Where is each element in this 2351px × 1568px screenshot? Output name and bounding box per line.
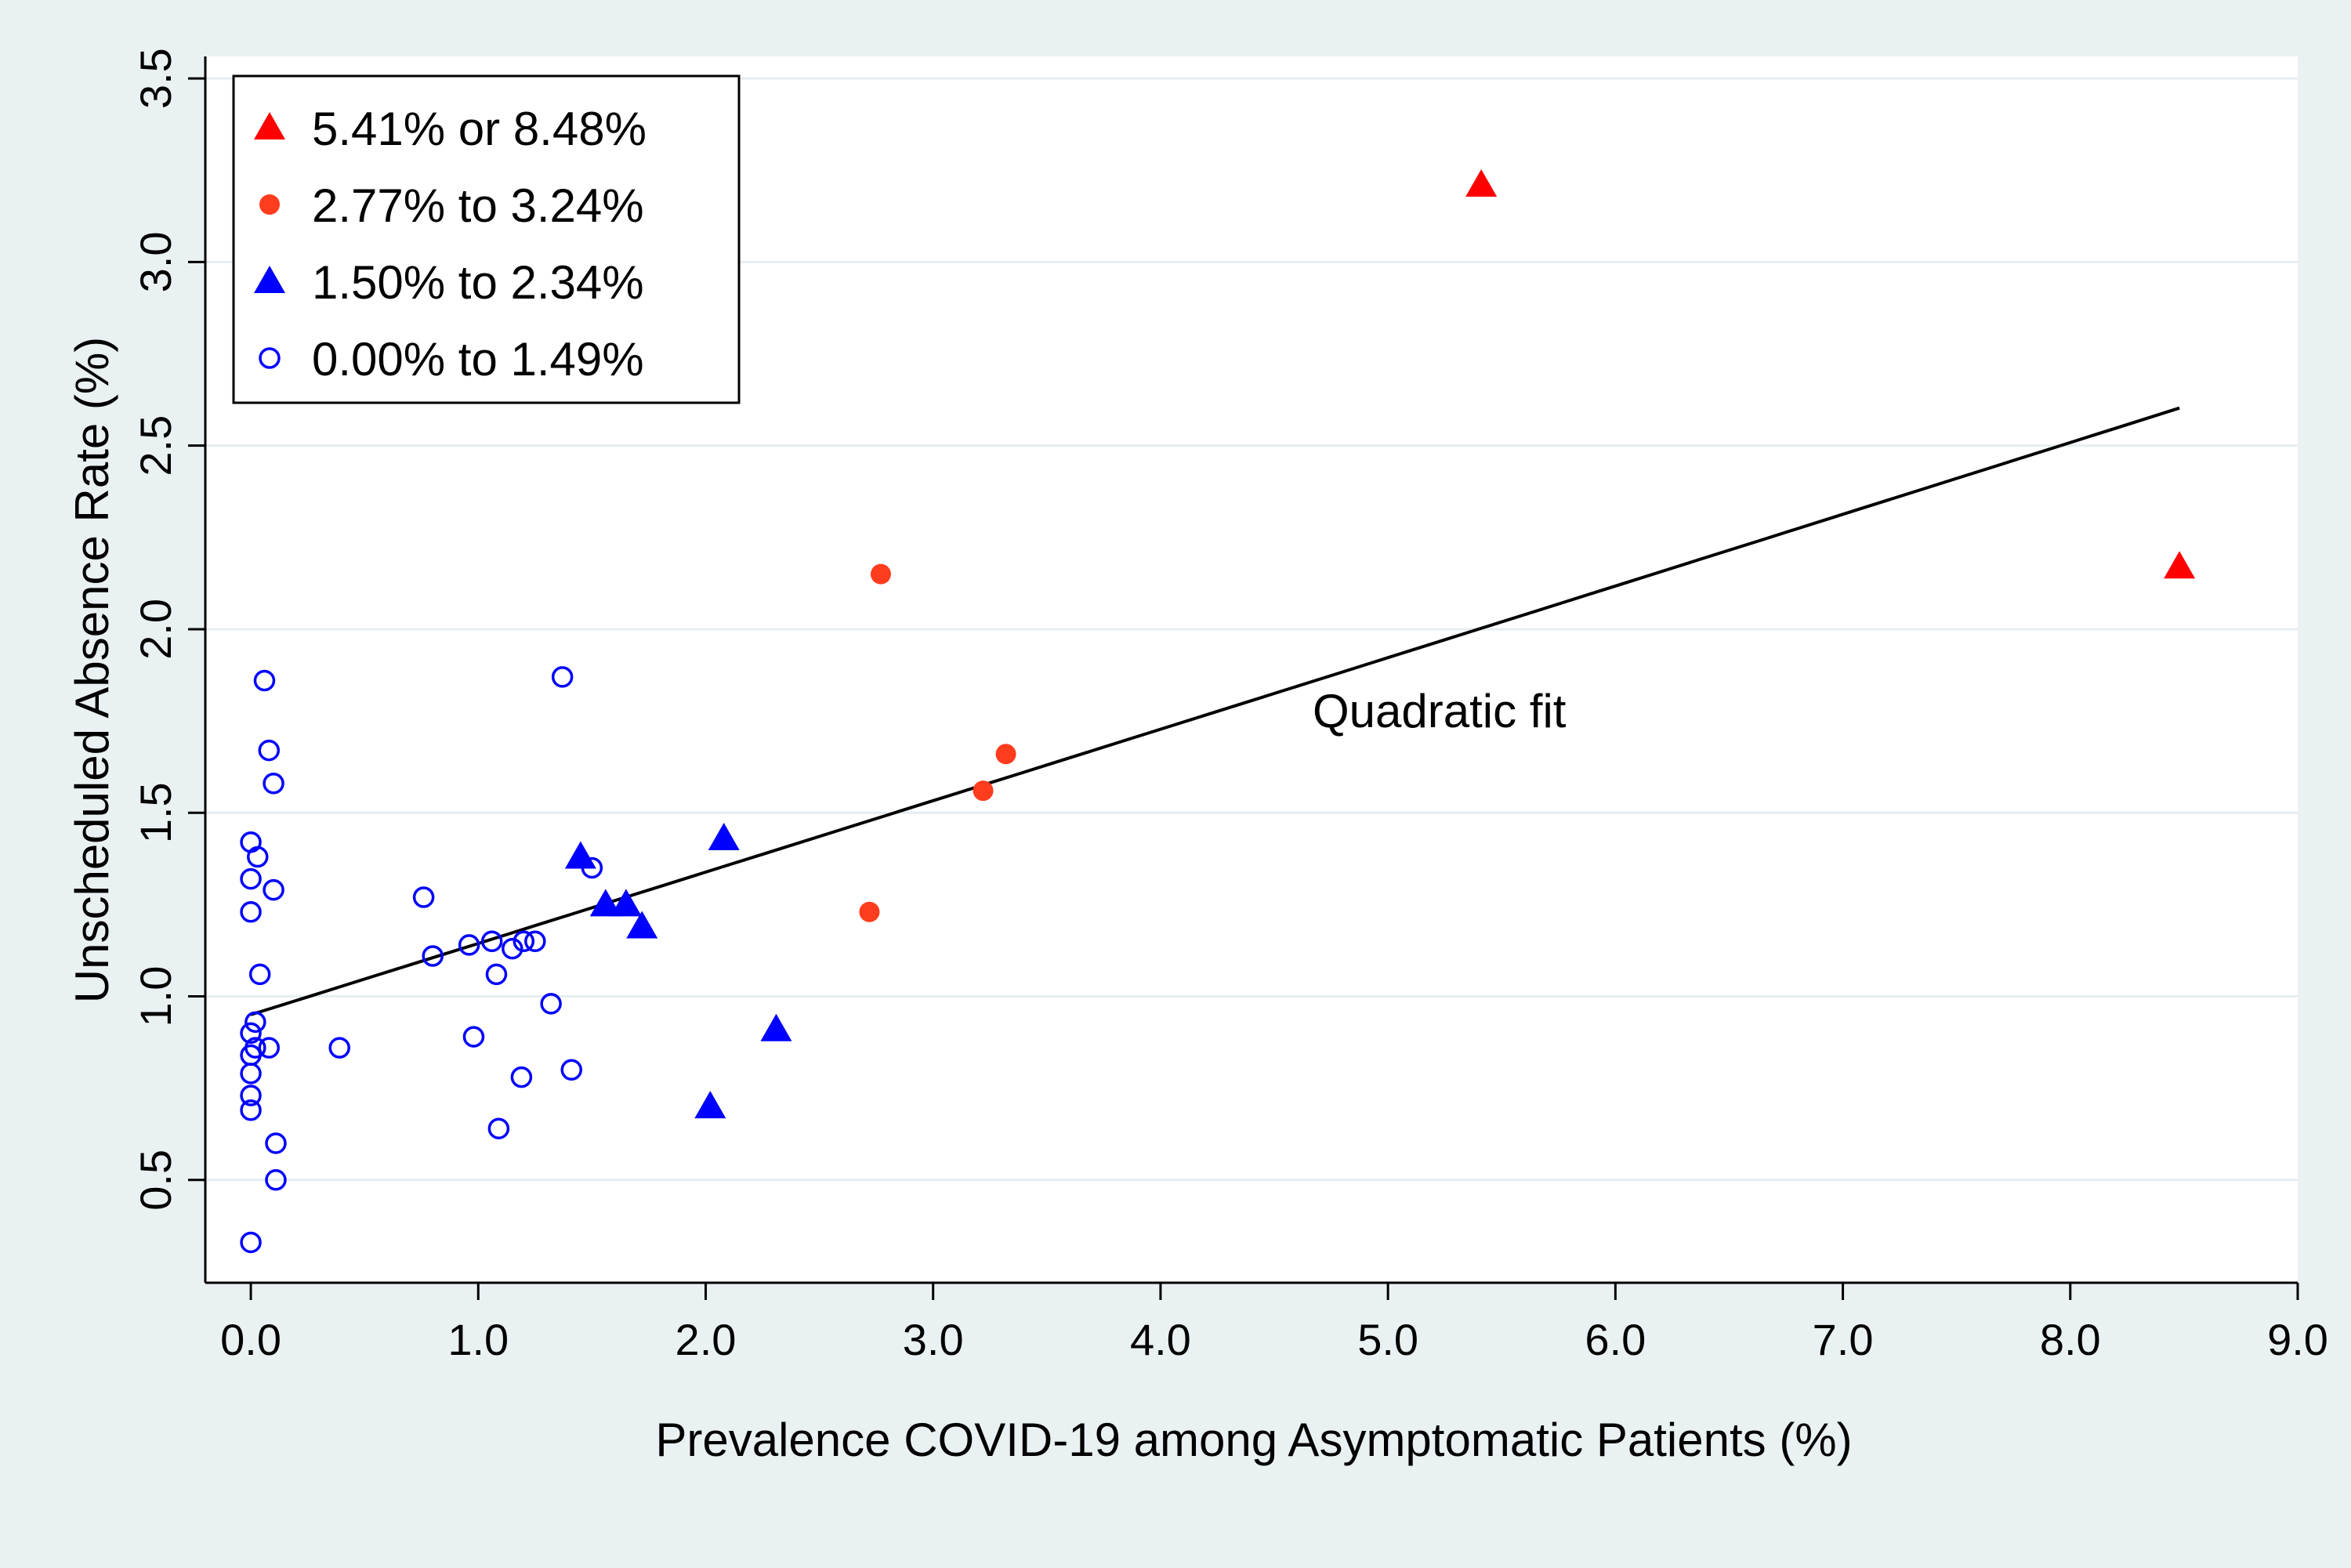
data-point <box>564 841 596 869</box>
x-tick-label: 7.0 <box>1813 1315 1874 1364</box>
data-points <box>240 168 2196 1254</box>
data-point <box>240 1063 262 1085</box>
data-point <box>240 1085 262 1106</box>
x-tick-label: 1.0 <box>447 1315 509 1364</box>
data-point <box>708 823 740 851</box>
y-tick-label: 1.5 <box>131 782 180 843</box>
data-point <box>551 666 574 688</box>
data-point <box>258 1037 281 1059</box>
y-tick-label: 2.5 <box>131 415 180 476</box>
data-point <box>245 1011 266 1034</box>
data-point <box>581 856 603 879</box>
data-point <box>510 1066 533 1088</box>
x-ticks: 0.0 1.0 2.0 3.0 4.0 5.0 6.0 7.0 8.0 9.0 <box>220 1283 2328 1364</box>
legend-label: 0.00% to 1.49% <box>312 333 644 386</box>
x-tick-label: 5.0 <box>1357 1315 1418 1364</box>
x-tick-label: 4.0 <box>1130 1315 1191 1364</box>
data-point <box>247 846 269 868</box>
y-tick-label: 3.5 <box>131 48 180 109</box>
data-point <box>253 669 276 692</box>
y-axis-label: Unscheduled Absence Rate (%) <box>66 337 118 1004</box>
legend-marker <box>259 347 281 369</box>
fit-label: Quadratic fit <box>1313 685 1567 737</box>
data-point <box>2164 551 2196 579</box>
data-point <box>240 1022 262 1045</box>
data-point <box>626 911 658 939</box>
data-point <box>513 930 535 952</box>
data-point <box>973 780 994 802</box>
fit-line-group <box>250 406 2180 1016</box>
y-tick-label: 3.0 <box>131 231 180 292</box>
x-tick-label: 2.0 <box>676 1315 737 1364</box>
data-point <box>248 963 271 986</box>
legend-box <box>232 74 741 404</box>
legend-marker <box>254 112 285 139</box>
data-point <box>412 886 435 908</box>
y-tick-label: 1.0 <box>131 966 180 1027</box>
data-point <box>560 1059 582 1081</box>
y-tick-label: 2.0 <box>131 599 180 660</box>
data-point <box>458 934 480 956</box>
data-point <box>870 563 891 585</box>
data-point <box>240 901 262 923</box>
data-point <box>422 945 444 967</box>
data-point <box>265 1132 287 1154</box>
data-point <box>240 1231 262 1254</box>
data-point <box>760 1013 792 1041</box>
x-tick-label: 3.0 <box>903 1315 964 1364</box>
x-tick-label: 0.0 <box>220 1315 281 1364</box>
data-point <box>480 930 503 952</box>
data-point <box>263 878 284 901</box>
data-point <box>859 901 880 922</box>
data-point <box>610 889 642 917</box>
legend-marker <box>259 194 280 215</box>
y-tick-label: 0.5 <box>131 1150 180 1211</box>
data-point <box>485 963 508 986</box>
data-point <box>258 739 281 762</box>
data-point <box>995 744 1016 765</box>
x-tick-label: 8.0 <box>2040 1315 2101 1364</box>
data-point <box>265 1169 287 1191</box>
data-point <box>462 1026 485 1048</box>
x-tick-label: 9.0 <box>2267 1315 2328 1364</box>
legend-label: 2.77% to 3.24% <box>312 179 644 232</box>
data-point <box>540 993 562 1015</box>
legend-label: 1.50% to 2.34% <box>312 256 644 309</box>
data-point <box>240 1099 262 1121</box>
legend: 5.41% or 8.48% 2.77% to 3.24% 1.50% to 2.3… <box>232 74 741 404</box>
data-point <box>328 1037 350 1059</box>
legend-marker <box>254 266 285 293</box>
data-point <box>502 937 523 960</box>
data-point <box>694 1091 726 1119</box>
data-point <box>263 773 284 795</box>
data-point <box>487 1117 510 1139</box>
data-point <box>524 930 546 952</box>
x-axis-label: Prevalence COVID-19 among Asymptomatic P… <box>655 1414 1852 1466</box>
data-point <box>240 867 262 890</box>
quadratic-fit-line <box>250 406 2180 1016</box>
x-tick-label: 6.0 <box>1585 1315 1646 1364</box>
data-point <box>1465 168 1498 197</box>
y-ticks: 0.5 1.0 1.5 2.0 2.5 3.0 3.5 <box>131 48 205 1211</box>
data-point <box>589 889 621 917</box>
legend-label: 5.41% or 8.48% <box>312 103 647 155</box>
axes <box>204 56 2298 1284</box>
